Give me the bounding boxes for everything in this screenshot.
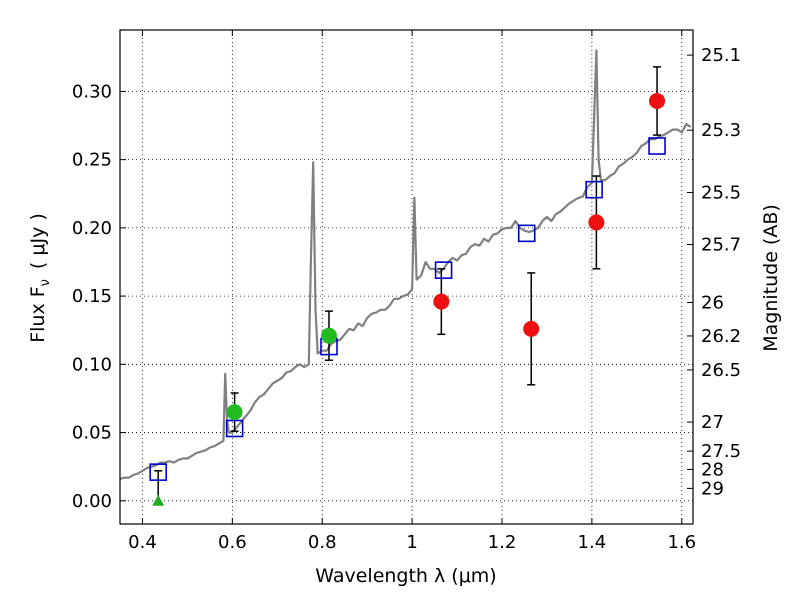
y-right-tick-label: 25.3 bbox=[701, 120, 741, 141]
x-tick-label: 0.4 bbox=[128, 532, 157, 553]
y-axis-title-subscript: ν bbox=[38, 279, 53, 286]
y-right-tick-label: 25.1 bbox=[701, 45, 741, 66]
photometry-point bbox=[649, 92, 666, 109]
y-right-tick-label: 26.2 bbox=[701, 326, 741, 347]
y-right-tick-label: 25.7 bbox=[701, 235, 741, 256]
x-tick-label: 0.6 bbox=[218, 532, 247, 553]
photometry-point bbox=[433, 293, 450, 310]
model-square-marker bbox=[648, 137, 666, 155]
plot-frame bbox=[119, 29, 694, 525]
x-tick-label: 1.2 bbox=[488, 532, 517, 553]
y-right-tick-label: 27.5 bbox=[701, 441, 741, 462]
y-tick-label: 0.30 bbox=[72, 81, 112, 102]
y-right-tick-label: 26 bbox=[701, 293, 724, 314]
plot-area bbox=[119, 49, 692, 506]
y-axis-title-text: Flux F bbox=[27, 286, 49, 342]
y-right-tick-label: 27 bbox=[701, 412, 724, 433]
y-tick-label: 0.10 bbox=[72, 354, 112, 375]
y-tick-label: 0.00 bbox=[72, 491, 112, 512]
model-square-marker bbox=[585, 180, 603, 199]
y-right-tick-label: 29 bbox=[701, 478, 724, 499]
y-tick-label: 0.15 bbox=[72, 286, 112, 307]
x-tick-label: 0.8 bbox=[308, 532, 337, 553]
axis-ticks: 0.4 0.6 0.8 1 1.2 1.4 1.6 0.00 0.05 0.10 0.15 0.20 0… bbox=[72, 30, 741, 553]
photometry-point bbox=[523, 320, 540, 337]
y-tick-label: 0.05 bbox=[72, 423, 112, 444]
x-tick-label: 1.4 bbox=[578, 532, 607, 553]
photometry-point bbox=[320, 327, 337, 344]
photometry-point bbox=[226, 404, 243, 421]
y-right-tick-label: 25.5 bbox=[701, 183, 741, 204]
y-axis-title-right: Magnitude (AB) bbox=[760, 204, 782, 352]
y-axis-title-left: Flux Fν ( μJy ) bbox=[27, 213, 53, 343]
model-square-marker bbox=[225, 419, 244, 438]
model-square-marker bbox=[149, 463, 167, 481]
y-right-tick-label: 26.5 bbox=[701, 360, 741, 381]
y-tick-label: 0.20 bbox=[72, 218, 112, 239]
spectrum-line bbox=[119, 49, 692, 481]
photometry-point bbox=[588, 214, 605, 231]
model-square-marker bbox=[517, 224, 536, 243]
y-tick-label: 0.25 bbox=[72, 150, 112, 171]
y-axis-title-unit: ( μJy ) bbox=[27, 213, 49, 269]
x-axis-title: Wavelength λ (μm) bbox=[315, 565, 496, 587]
model-square-marker bbox=[434, 261, 453, 279]
x-tick-label: 1.6 bbox=[667, 532, 696, 553]
x-tick-label: 1 bbox=[406, 532, 417, 553]
y-right-tick-label: 28 bbox=[701, 459, 724, 480]
upper-limit-triangle bbox=[152, 494, 165, 506]
